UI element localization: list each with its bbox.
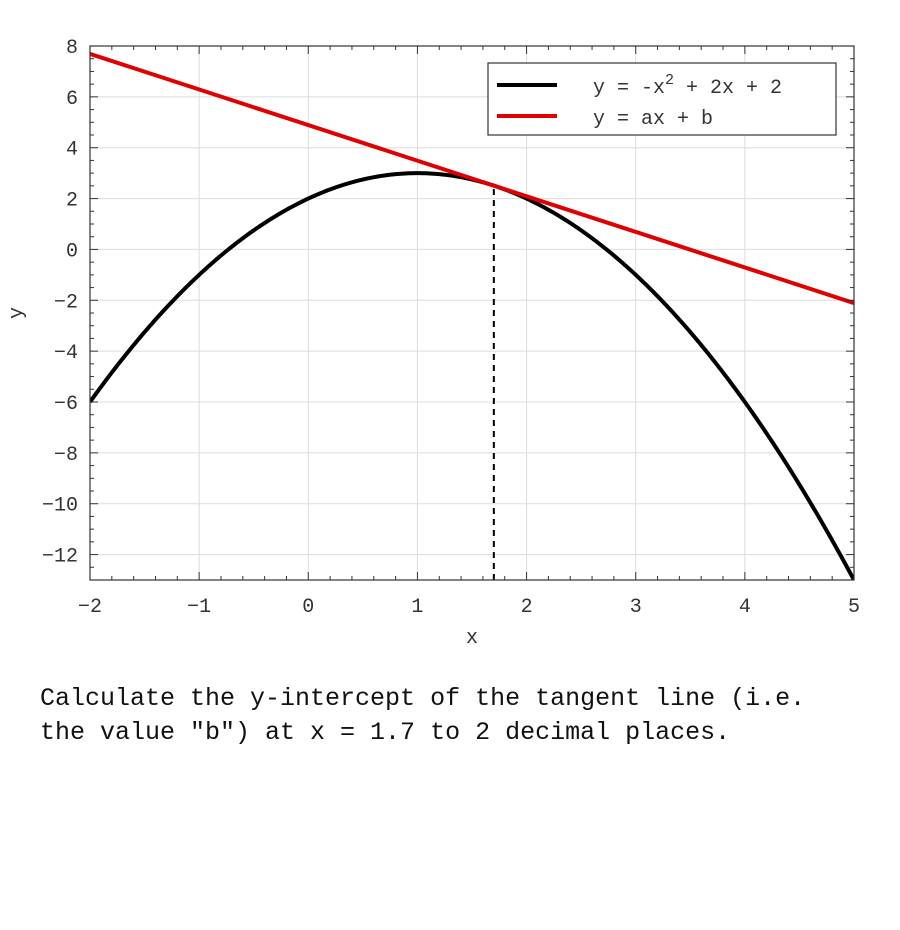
x-tick-label: 0 (302, 596, 314, 619)
y-tick-label: −2 (54, 291, 78, 314)
y-tick-label: −4 (54, 342, 78, 365)
plot-area (90, 51, 854, 580)
y-tick-label: −6 (54, 393, 78, 416)
y-tick-label: 6 (66, 88, 78, 111)
y-tick-label: −10 (42, 495, 78, 518)
y-tick-label: 0 (66, 240, 78, 263)
x-tick-label: 1 (411, 596, 423, 619)
y-tick-label: −8 (54, 444, 78, 467)
x-axis-label: x (466, 627, 478, 650)
legend-box (487, 62, 837, 136)
y-tick-label: 2 (66, 190, 78, 213)
question-text: Calculate the y-intercept of the tangent… (40, 684, 806, 747)
x-tick-label: 4 (739, 596, 751, 619)
x-tick-label: 3 (630, 596, 642, 619)
legend-label-0: y = -x2 + 2x + 2 (593, 72, 782, 100)
y-axis-label: y (6, 307, 29, 319)
legend: y = -x2 + 2x + 2 y = ax + b (487, 62, 837, 136)
series-line-1 (90, 51, 854, 305)
legend-label-1: y = ax + b (593, 108, 713, 131)
y-tick-label: 4 (66, 139, 78, 162)
x-tick-label: 2 (521, 596, 533, 619)
y-tick-label: 8 (66, 37, 78, 60)
y-tick-label: −12 (42, 546, 78, 569)
x-tick-label: −2 (78, 596, 102, 619)
series-line-0 (90, 171, 854, 580)
x-tick-label: −1 (187, 596, 211, 619)
x-tick-label: 5 (848, 596, 860, 619)
